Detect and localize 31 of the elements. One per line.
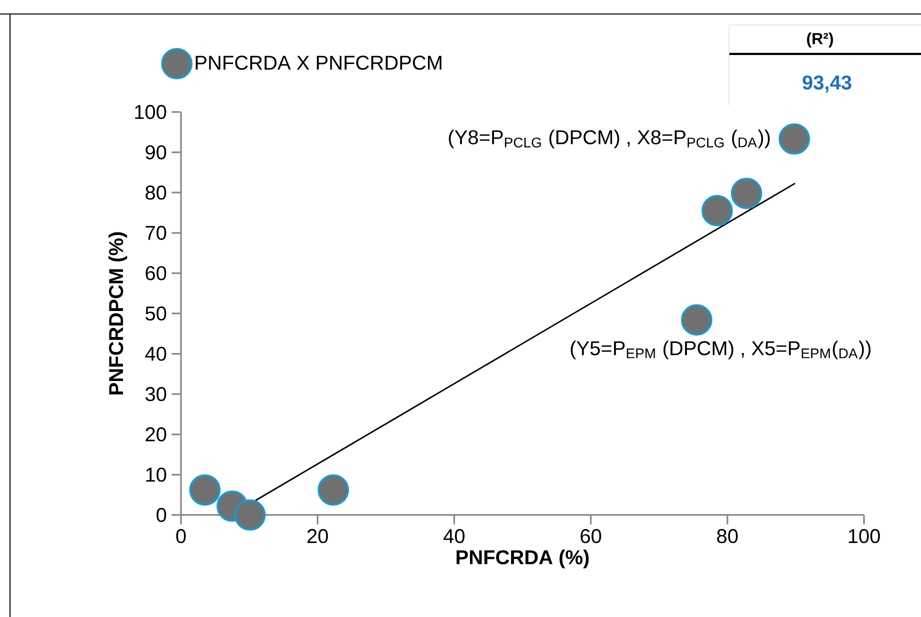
text: 93,43: [802, 75, 852, 93]
y-tick-label: 10: [146, 468, 166, 482]
point: [701, 195, 733, 226]
point: [778, 123, 810, 155]
text: (R²): [807, 32, 833, 48]
x-tick-label: 80: [717, 529, 738, 544]
y-tick-label: 30: [145, 387, 166, 402]
y-tick-label: 70: [146, 226, 166, 240]
y-tick-label: 80: [146, 186, 166, 200]
y-tick-label: 0: [156, 508, 166, 522]
x-axis-title: PNFCRDA (%): [456, 550, 589, 568]
y-axis-title: PNFCRDPCM (%): [108, 232, 128, 394]
point: [318, 474, 349, 506]
point: [681, 304, 712, 336]
y-tick-label: 20: [146, 427, 166, 442]
point: [189, 474, 221, 506]
x-tick-label: 60: [580, 529, 602, 544]
x-tick-label: 0: [176, 529, 186, 544]
annotation: (Y8=P$_{PCLG}$ (DPCM) , X8=P$_{PCLG}$ ($_{DA}$)): [448, 130, 770, 148]
y-tick-label: 50: [146, 306, 166, 321]
legend-label: PNFCRDA X PNFCRDPCM: [196, 56, 442, 70]
point: [730, 178, 762, 210]
point: [234, 499, 266, 531]
y-tick-label: 90: [146, 145, 166, 160]
x-tick-label: 100: [848, 529, 880, 544]
y-tick-label: 100: [135, 104, 166, 120]
x-tick-label: 40: [444, 529, 465, 544]
y-tick-label: 40: [145, 346, 166, 361]
x-tick-label: 20: [307, 529, 328, 544]
y-tick-label: 60: [146, 266, 166, 280]
annotation: (Y5=P$_{EPM}$ (DPCM) , X5=P$_{EPM}$($_{DA}$)): [570, 340, 870, 360]
